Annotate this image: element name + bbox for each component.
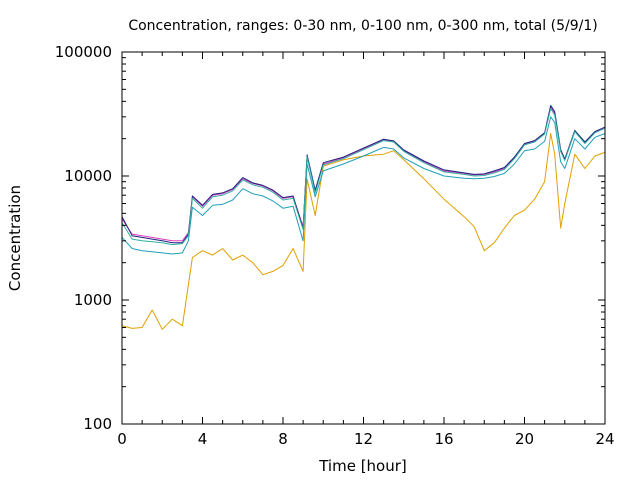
series-line-3 xyxy=(121,106,606,242)
series-layer xyxy=(121,105,606,330)
y-tick-label: 100 xyxy=(83,415,112,433)
series-line-2 xyxy=(121,116,606,255)
x-tick-label: 24 xyxy=(595,430,614,448)
series-line-1 xyxy=(121,133,606,330)
x-axis-label: Time [hour] xyxy=(318,457,407,475)
y-tick-label: 1000 xyxy=(74,291,112,309)
y-tick-label: 100000 xyxy=(55,43,112,61)
series-line-5 xyxy=(121,108,606,246)
x-tick-label: 8 xyxy=(278,430,288,448)
y-tick-label: 10000 xyxy=(64,167,112,185)
plot-frame xyxy=(121,51,606,425)
x-tick-label: 16 xyxy=(434,430,453,448)
x-tick-label: 0 xyxy=(117,430,127,448)
x-tick-label: 4 xyxy=(198,430,208,448)
x-tick-label: 12 xyxy=(354,430,373,448)
series-line-4 xyxy=(121,105,606,244)
y-axis-label: Concentration xyxy=(6,185,24,291)
chart-title: Concentration, ranges: 0-30 nm, 0-100 nm… xyxy=(128,18,597,34)
x-tick-label: 20 xyxy=(515,430,534,448)
tick-layer: 0 4 8 12 16 20 24 100 1000 10000 100000 xyxy=(55,43,615,448)
